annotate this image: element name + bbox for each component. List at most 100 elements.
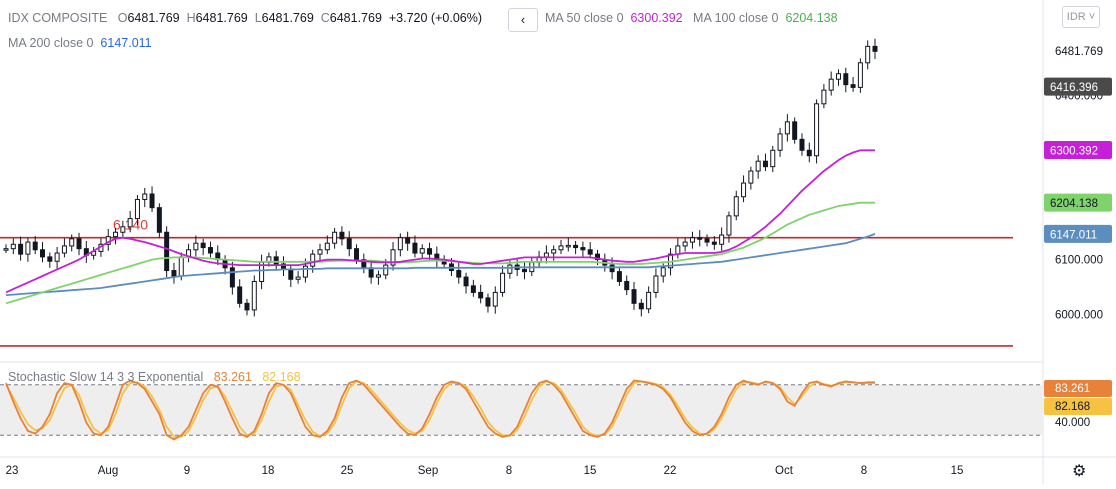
candle-body: [748, 170, 754, 184]
candle-body: [302, 265, 308, 278]
candle-body: [682, 241, 688, 247]
candle-body: [120, 226, 126, 233]
candle-body: [814, 103, 820, 157]
time-tick: Aug: [98, 465, 118, 477]
candle-body: [485, 297, 491, 307]
ma100-label: MA 100 close 0: [693, 11, 779, 25]
stoch-d-badge: 82.168: [1055, 401, 1090, 413]
collapse-legend-button[interactable]: ‹: [508, 8, 538, 32]
l-value: 6481.769: [261, 11, 314, 25]
candle-body: [427, 248, 433, 255]
candle-body: [835, 73, 841, 80]
candle-body: [675, 245, 681, 255]
o-label: O: [117, 11, 128, 25]
candle-body: [609, 264, 615, 273]
gear-icon[interactable]: ⚙: [1072, 463, 1087, 480]
candle-body: [295, 276, 301, 280]
stoch-k-badge-bg: [1044, 380, 1112, 397]
candle-body: [32, 241, 38, 251]
oscillator-legend: Stochastic Slow 14 3 3 Exponential 83.26…: [8, 370, 301, 384]
ma50-badge-bg: [1044, 141, 1112, 160]
candle-body: [521, 268, 527, 273]
candle-body: [872, 45, 878, 52]
currency-selector[interactable]: IDR ˅: [1062, 6, 1100, 28]
time-tick: 8: [506, 465, 512, 477]
ma200-badge-bg: [1044, 224, 1112, 243]
candle-body: [405, 237, 411, 244]
candle-body: [419, 248, 425, 254]
candle-body: [580, 247, 586, 251]
time-tick: 8: [861, 465, 867, 477]
candle-body: [164, 231, 170, 272]
time-tick: 18: [262, 465, 275, 477]
candle-body: [346, 238, 352, 250]
stoch-k-line: [5, 379, 875, 441]
candle-body: [149, 193, 155, 209]
ma50-badge: 6300.392: [1050, 146, 1098, 158]
o-value: 6481.769: [127, 11, 180, 25]
candle-body: [76, 238, 82, 250]
chevron-down-icon: ˅: [1088, 11, 1096, 23]
candle-body: [142, 193, 148, 200]
ma100-value: 6204.138: [785, 11, 838, 25]
candle-body: [857, 62, 863, 88]
price-tick: 6100.000: [1055, 255, 1103, 267]
time-tick: 22: [664, 465, 677, 477]
candle-body: [273, 256, 279, 265]
candle-body: [463, 276, 469, 287]
stoch-d-badge-bg: [1044, 398, 1112, 415]
time-tick: Sep: [418, 465, 438, 477]
candle-body: [638, 302, 644, 310]
candle-body: [40, 249, 46, 258]
time-tick: Oct: [775, 465, 794, 477]
candle-body: [18, 243, 24, 255]
candle-body: [317, 249, 323, 255]
candle-body: [127, 218, 133, 228]
candle-body: [478, 291, 484, 299]
h-value: 6481.769: [195, 11, 248, 25]
time-tick: 25: [341, 465, 354, 477]
candle-body: [762, 160, 768, 168]
l-label: L: [254, 11, 262, 25]
candle-body: [310, 253, 316, 267]
ma200-badge: 6147.011: [1050, 229, 1097, 241]
ma100-badge-bg: [1044, 193, 1112, 212]
cross-price-badge: 6416.396: [1050, 82, 1098, 94]
candle-body: [61, 245, 67, 254]
candle-body: [156, 207, 162, 233]
candle-body: [543, 252, 549, 258]
candle-body: [25, 241, 31, 255]
candle-body: [733, 196, 739, 217]
symbol-name: IDX COMPOSITE: [8, 11, 108, 25]
candle-body: [251, 280, 257, 311]
candle-body: [689, 237, 695, 243]
candle-body: [551, 249, 557, 254]
ma200-value: 6147.011: [100, 36, 152, 50]
candle-body: [741, 182, 747, 198]
currency-label: IDR: [1066, 11, 1086, 23]
candle-body: [3, 248, 9, 251]
candle-body: [755, 160, 761, 172]
stoch-k-badge: 83.261: [1055, 383, 1090, 395]
ma50-label: MA 50 close 0: [545, 11, 624, 25]
candle-body: [850, 84, 856, 88]
candle-body: [134, 198, 140, 220]
symbol-legend: IDX COMPOSITE O6481.769 H6481.769 L6481.…: [8, 11, 482, 25]
candle-body: [558, 245, 564, 251]
candle-body: [843, 73, 849, 86]
ma200-label: MA 200 close 0: [8, 36, 94, 50]
c-label: C: [320, 11, 330, 25]
cross-price-badge-bg: [1044, 77, 1112, 96]
candle-body: [792, 121, 798, 140]
candle-body: [332, 231, 338, 244]
candle-body: [339, 231, 345, 240]
candle-body: [207, 247, 213, 254]
candle-body: [69, 238, 75, 247]
ma-legend-row1: MA 50 close 0 6300.392 MA 100 close 0 62…: [545, 11, 838, 25]
candle-body: [660, 267, 666, 277]
candle-body: [383, 264, 389, 276]
candle-body: [47, 256, 53, 262]
candle-body: [244, 302, 250, 311]
